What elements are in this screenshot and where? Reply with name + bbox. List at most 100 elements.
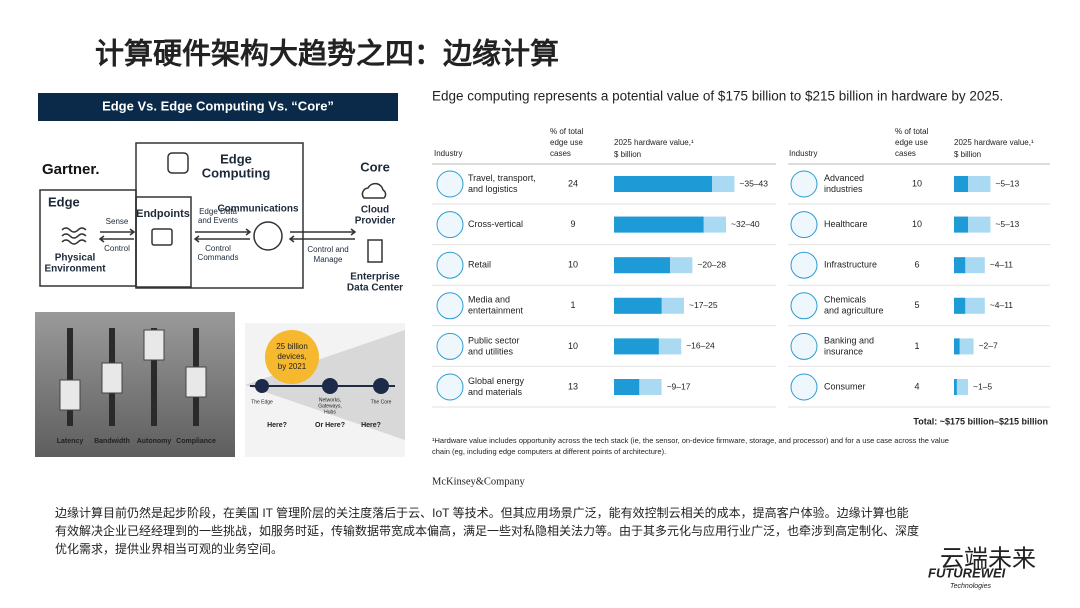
slider-label: Latency — [57, 438, 84, 445]
cloud-label: Provider — [355, 216, 396, 227]
gartner-diagram: Edge Vs. Edge Computing Vs. “Core” Gartn… — [38, 93, 403, 294]
industry-icon — [790, 332, 818, 360]
industry-icon — [790, 251, 818, 279]
diagram-header: Edge Vs. Edge Computing Vs. “Core” — [102, 98, 334, 113]
industry-name: and materials — [468, 387, 523, 397]
control-manage-label: Control and — [307, 245, 348, 254]
share-value: 4 — [914, 381, 919, 391]
range-low-bar — [954, 176, 968, 192]
node-label: The Edge — [251, 399, 273, 405]
range-low-bar — [954, 257, 966, 274]
range-label: ~32–40 — [731, 219, 760, 229]
control-commands-label: Commands — [198, 253, 239, 262]
globe-icon — [253, 221, 283, 251]
endpoints-label: Endpoints — [136, 208, 190, 220]
industry-name: Cross-vertical — [468, 219, 523, 229]
share-value: 1 — [570, 300, 575, 310]
slider-track — [151, 328, 157, 426]
node — [255, 379, 269, 393]
endpoints-box — [135, 196, 192, 288]
paragraph-line: 边缘计算目前仍然是起步阶段，在美国 IT 管理阶层的关注度落后于云、IoT 等技… — [55, 505, 909, 520]
industry-name: Healthcare — [824, 219, 868, 229]
range-low-bar — [954, 338, 960, 355]
chip-icon — [167, 152, 189, 174]
communications-label: Communications — [217, 204, 299, 215]
range-low-bar — [614, 338, 659, 355]
industry-name: insurance — [824, 346, 863, 356]
slider-track — [67, 328, 73, 426]
question: Here? — [361, 422, 381, 429]
bubble-text: by 2021 — [278, 362, 307, 371]
cloud-label: Cloud — [361, 205, 389, 216]
column-header: cases — [895, 149, 916, 158]
industry-name: Chemicals — [824, 295, 867, 305]
slider-label: Bandwidth — [94, 438, 130, 445]
slider-knob — [59, 379, 81, 411]
node-label: Networks, — [319, 397, 341, 403]
industry-icon — [790, 170, 818, 198]
slider-knob — [143, 329, 165, 361]
arrows — [193, 228, 252, 243]
industry-name: Retail — [468, 260, 491, 270]
slider-image: Latency Bandwidth Autonomy Compliance — [35, 312, 235, 457]
range-low-bar — [614, 176, 712, 192]
industry-icon — [436, 251, 464, 279]
industry-name: Public sector — [468, 335, 520, 345]
range-label: ~9–17 — [667, 381, 691, 391]
range-low-bar — [954, 216, 968, 233]
share-value: 10 — [912, 219, 922, 229]
footnote: chain (eg, including edge computers at d… — [432, 447, 666, 456]
watermark-brand: FUTUREWEI — [928, 565, 1006, 580]
control-commands-label: Control — [205, 244, 231, 253]
column-header: % of total — [550, 127, 584, 136]
watermark-sub: Technologies — [950, 583, 991, 590]
devices-bubble — [265, 330, 319, 384]
footnote: ¹Hardware value includes opportunity acr… — [432, 436, 949, 445]
column-header: Industry — [434, 149, 462, 158]
question: Here? — [267, 422, 287, 429]
column-header: edge use — [550, 138, 583, 147]
share-value: 5 — [914, 300, 919, 310]
slider-group: Latency Bandwidth Autonomy Compliance — [57, 328, 216, 445]
column-header: $ billion — [614, 150, 641, 159]
industry-name: Infrastructure — [824, 260, 877, 270]
range-label: ~35–43 — [739, 178, 768, 188]
slide-title: 计算硬件架构大趋势之四：边缘计算 — [95, 37, 559, 71]
range-low-bar — [614, 379, 640, 395]
range-label: ~2–7 — [979, 341, 998, 351]
exhibit-headline: Edge computing represents a potential va… — [432, 89, 1003, 104]
column-header: % of total — [895, 127, 929, 136]
node-label: The Core — [371, 399, 392, 405]
cloud-icon — [361, 182, 387, 199]
share-value: 10 — [568, 260, 578, 270]
industry-name: Global energy — [468, 376, 525, 386]
industry-name: and agriculture — [824, 306, 884, 316]
range-label: ~16–24 — [686, 341, 715, 351]
range-high-bar — [954, 379, 968, 395]
node — [322, 378, 338, 394]
enterprise-label: Enterprise — [350, 272, 400, 283]
edge-data-label: and Events — [198, 216, 238, 225]
industry-name: Banking and — [824, 335, 874, 345]
arrows — [288, 228, 357, 243]
bubble-text: devices, — [277, 352, 306, 361]
industry-icon — [790, 211, 818, 239]
watermark-name: 云端未来 — [940, 545, 1036, 572]
range-label: ~4–11 — [990, 259, 1014, 269]
range-low-bar — [954, 297, 966, 314]
range-low-bar — [614, 297, 662, 314]
arrows — [98, 228, 136, 243]
total: Total: ~$175 billion–$215 billion — [913, 416, 1048, 426]
range-label: ~4–11 — [990, 300, 1014, 310]
share-value: 9 — [570, 219, 575, 229]
slider-label: Autonomy — [137, 438, 172, 445]
range-label: ~1–5 — [973, 381, 992, 391]
paragraph-line: 有效解决企业已经经理到的一些挑战，如服务时延，传输数据带宽成本偏高，满足一些对私… — [55, 523, 919, 538]
source: McKinsey&Company — [432, 476, 525, 487]
diagram-header-bar — [38, 93, 398, 121]
node — [373, 378, 389, 394]
industry-icon — [436, 170, 464, 198]
share-value: 13 — [568, 381, 578, 391]
physical-label: Environment — [44, 264, 106, 275]
